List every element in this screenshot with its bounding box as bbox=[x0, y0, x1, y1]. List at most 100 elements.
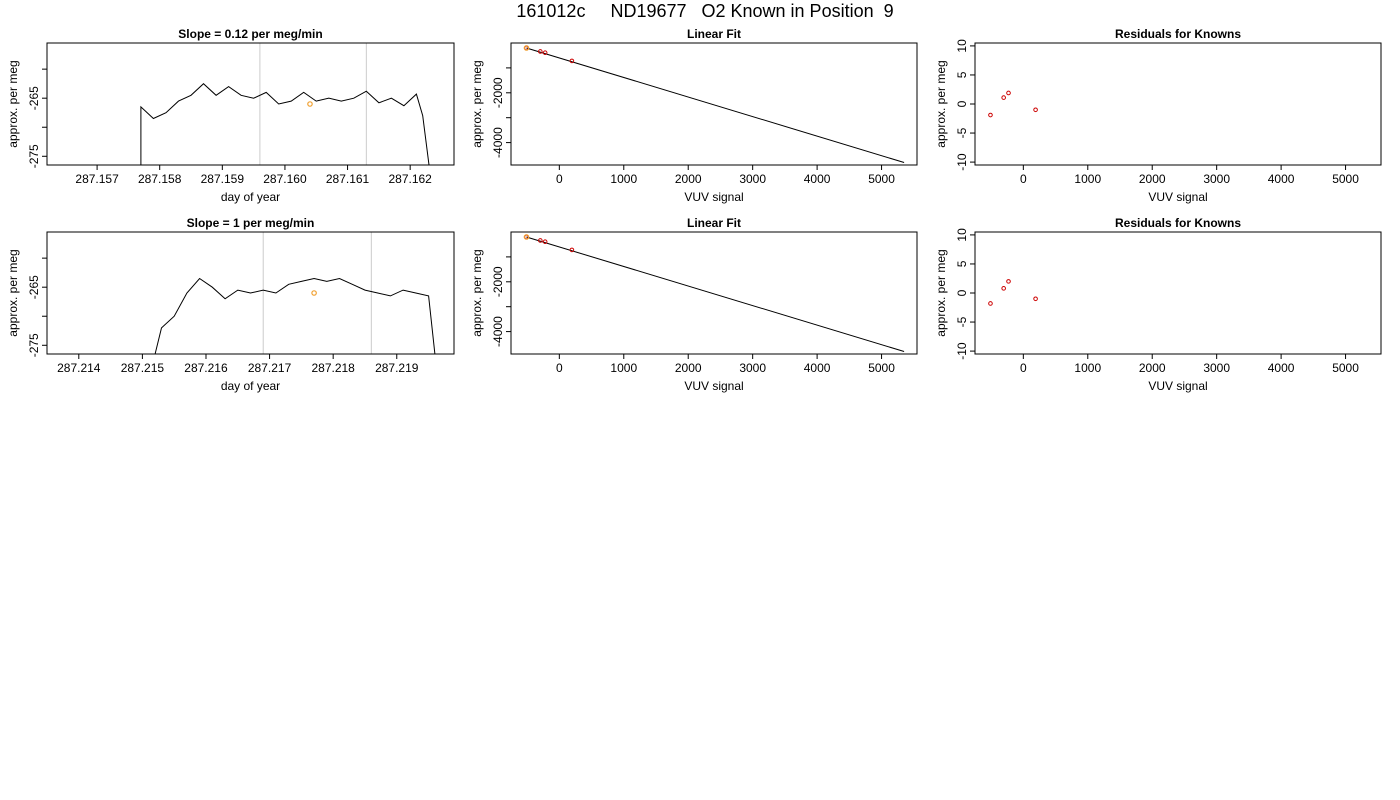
x-tick-label: 287.160 bbox=[263, 172, 307, 186]
y-tick-label: -10 bbox=[955, 153, 969, 171]
chart-panel-2: Linear Fit 0 1000 2000 3000 4000 5000 -4000 -200… bbox=[470, 27, 918, 204]
x-tick-label: 0 bbox=[556, 361, 563, 375]
x-tick-label: 287.159 bbox=[201, 172, 245, 186]
chart-panel-4: Slope = 1 per meg/min 287.214 287.215 287.2… bbox=[6, 216, 455, 393]
x-tick-label: 1000 bbox=[1074, 172, 1101, 186]
x-tick-label: 2000 bbox=[1139, 361, 1166, 375]
figure-title: 161012c ND19677 O2 Known in Position 9 bbox=[516, 1, 894, 21]
data-point bbox=[1033, 107, 1038, 113]
y-axis-label: approx. per meg bbox=[934, 249, 948, 336]
data-point bbox=[1033, 296, 1038, 302]
plot-frame bbox=[510, 42, 918, 166]
data-point bbox=[569, 58, 575, 64]
y-tick-label: 10 bbox=[955, 228, 969, 242]
x-tick-label: 0 bbox=[1020, 172, 1027, 186]
data-point bbox=[1001, 286, 1006, 291]
x-axis-label: day of year bbox=[221, 190, 280, 204]
y-tick-label: 5 bbox=[955, 71, 969, 78]
x-tick-label: 287.214 bbox=[57, 361, 101, 375]
x-tick-label: 1000 bbox=[610, 361, 637, 375]
data-point bbox=[988, 112, 993, 118]
series-line bbox=[154, 277, 436, 354]
data-point bbox=[542, 239, 548, 245]
y-axis-label: approx. per meg bbox=[934, 60, 948, 147]
x-tick-label: 3000 bbox=[1203, 361, 1230, 375]
fit-line bbox=[526, 236, 905, 352]
y-axis-label: approx. per meg bbox=[470, 249, 484, 336]
x-tick-label: 287.157 bbox=[75, 172, 119, 186]
x-axis-label: VUV signal bbox=[1148, 190, 1207, 204]
y-tick-label: -2000 bbox=[491, 266, 505, 297]
y-tick-label: -275 bbox=[27, 144, 41, 168]
series-line bbox=[140, 83, 430, 165]
y-axis-label: approx. per meg bbox=[470, 60, 484, 147]
chart-title: Slope = 1 per meg/min bbox=[187, 216, 315, 230]
chart-title: Linear Fit bbox=[687, 27, 741, 41]
data-point bbox=[538, 49, 543, 54]
plot-area bbox=[140, 43, 430, 165]
x-tick-label: 1000 bbox=[1074, 361, 1101, 375]
chart-title: Linear Fit bbox=[687, 216, 741, 230]
y-tick-label: -5 bbox=[955, 127, 969, 138]
plot-area bbox=[523, 45, 905, 163]
chart-panel-3: Residuals for Knowns 0 1000 2000 3000 4000 500… bbox=[934, 27, 1382, 204]
x-tick-label: 5000 bbox=[868, 172, 895, 186]
x-tick-label: 0 bbox=[556, 172, 563, 186]
y-tick-label: -265 bbox=[27, 275, 41, 299]
plot-frame bbox=[46, 231, 455, 355]
highlight-point bbox=[523, 45, 530, 51]
plot-frame bbox=[974, 231, 1382, 355]
chart-panel-5: Linear Fit 0 1000 2000 3000 4000 5000 -4000 -200… bbox=[470, 216, 918, 393]
x-tick-label: 287.215 bbox=[121, 361, 165, 375]
chart-title: Slope = 0.12 per meg/min bbox=[178, 27, 322, 41]
chart-title: Residuals for Knowns bbox=[1115, 27, 1241, 41]
x-tick-label: 4000 bbox=[1268, 172, 1295, 186]
x-tick-label: 5000 bbox=[868, 361, 895, 375]
highlight-point bbox=[311, 290, 317, 296]
y-tick-label: -5 bbox=[955, 316, 969, 327]
x-tick-label: 4000 bbox=[1268, 361, 1295, 375]
y-tick-label: 5 bbox=[955, 260, 969, 267]
plot-frame bbox=[510, 231, 918, 355]
fit-line bbox=[526, 47, 905, 163]
plot-area bbox=[988, 90, 1038, 118]
plot-frame bbox=[46, 42, 455, 166]
x-tick-label: 287.158 bbox=[138, 172, 182, 186]
chart-title: Residuals for Knowns bbox=[1115, 216, 1241, 230]
plot-area bbox=[523, 234, 905, 352]
x-tick-label: 287.216 bbox=[184, 361, 228, 375]
data-point bbox=[1006, 279, 1011, 284]
chart-panel-1: Slope = 0.12 per meg/min 287.157 287.158 28… bbox=[6, 27, 455, 204]
x-tick-label: 0 bbox=[1020, 361, 1027, 375]
data-point bbox=[1006, 90, 1011, 96]
plot-area bbox=[988, 279, 1038, 306]
x-tick-label: 2000 bbox=[675, 172, 702, 186]
plot-frame bbox=[974, 42, 1382, 166]
data-point bbox=[1001, 95, 1006, 100]
x-tick-label: 287.217 bbox=[248, 361, 292, 375]
y-tick-label: -265 bbox=[27, 86, 41, 110]
x-axis-label: VUV signal bbox=[684, 379, 743, 393]
y-axis-label: approx. per meg bbox=[6, 249, 20, 336]
y-tick-label: 10 bbox=[955, 39, 969, 53]
data-point bbox=[988, 301, 993, 306]
y-tick-label: -4000 bbox=[491, 127, 505, 158]
plot-area bbox=[154, 232, 436, 354]
data-point bbox=[569, 247, 575, 253]
y-tick-label: 0 bbox=[955, 100, 969, 107]
data-point bbox=[538, 238, 543, 243]
x-tick-label: 5000 bbox=[1332, 361, 1359, 375]
x-axis-label: VUV signal bbox=[1148, 379, 1207, 393]
x-tick-label: 287.162 bbox=[388, 172, 432, 186]
x-tick-label: 2000 bbox=[675, 361, 702, 375]
x-tick-label: 287.161 bbox=[326, 172, 370, 186]
chart-panel-6: Residuals for Knowns 0 1000 2000 3000 4000 500… bbox=[934, 216, 1382, 393]
data-point bbox=[542, 50, 548, 56]
x-tick-label: 3000 bbox=[739, 172, 766, 186]
y-tick-label: 0 bbox=[955, 289, 969, 296]
y-tick-label: -4000 bbox=[491, 316, 505, 347]
x-tick-label: 3000 bbox=[1203, 172, 1230, 186]
y-tick-label: -2000 bbox=[491, 77, 505, 108]
y-tick-label: -275 bbox=[27, 333, 41, 357]
